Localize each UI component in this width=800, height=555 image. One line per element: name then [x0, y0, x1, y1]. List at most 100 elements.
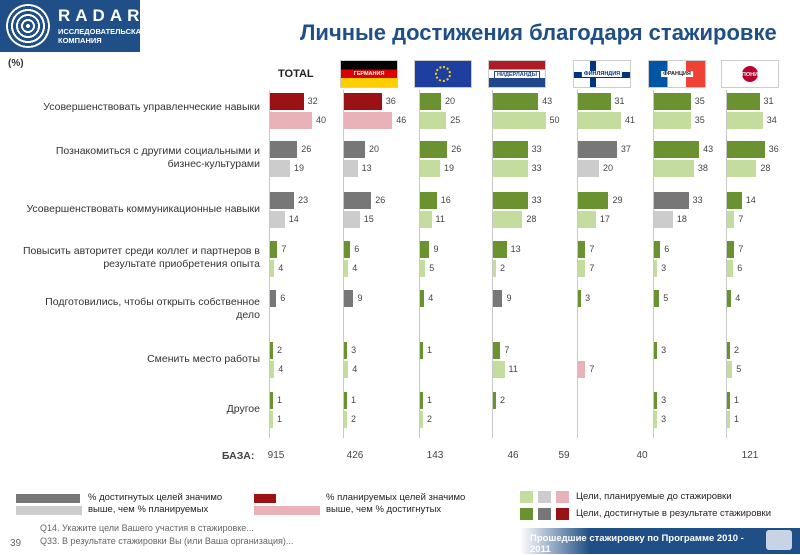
value-label-planned-eu-row2: 11: [435, 214, 445, 224]
bar-planned-fr-row0: [654, 112, 691, 129]
bar-achieved-jp-row0: [727, 93, 760, 110]
bar-planned-eu-row3: [420, 260, 426, 277]
bar-planned-total-row1: [270, 160, 290, 177]
bar-achieved-de-row2: [344, 192, 372, 209]
bar-planned-fi-row2: [578, 211, 596, 228]
bar-achieved-total-row2: [270, 192, 295, 209]
bar-achieved-de-row5: [344, 342, 348, 359]
bar-achieved-jp-row2: [727, 192, 742, 209]
value-label-achieved-jp-row5: 2: [734, 345, 740, 355]
value-label-achieved-fr-row3: 6: [664, 244, 670, 254]
value-label-planned-fi-row5: 7: [589, 364, 595, 374]
bar-planned-fi-row0: [578, 112, 622, 129]
bar-achieved-total-row0: [270, 93, 304, 110]
axis-line-fr: [653, 90, 654, 438]
bar-planned-nl-row2: [493, 211, 523, 228]
germany-flag-icon: ГЕРМАНИЯ: [340, 60, 398, 88]
value-label-planned-de-row2: 15: [363, 214, 374, 224]
base-germany: 426: [346, 450, 364, 461]
bar-achieved-jp-row5: [727, 342, 730, 359]
value-label-achieved-nl-row2: 33: [531, 195, 542, 205]
value-label-achieved-fr-row0: 35: [694, 96, 705, 106]
bar-achieved-total-row3: [270, 241, 278, 258]
bar-achieved-eu-row3: [420, 241, 430, 258]
total-column-header: TOTAL: [278, 68, 314, 80]
value-label-planned-de-row3: 4: [352, 263, 358, 273]
legend-planned-grey: [538, 491, 551, 503]
value-label-achieved-nl-row4: 9: [506, 293, 512, 303]
legend-achieved-grey: [538, 508, 551, 520]
value-label-planned-eu-row3: 5: [429, 263, 435, 273]
legend-achieved-red: [556, 508, 569, 520]
value-label-planned-total-row6: 1: [277, 414, 283, 424]
unit-label: (%): [8, 58, 24, 69]
value-label-achieved-eu-row1: 26: [451, 144, 462, 154]
axis-line-de: [343, 90, 344, 438]
value-label-achieved-eu-row6: 1: [427, 395, 433, 405]
value-label-planned-total-row3: 4: [278, 263, 284, 273]
bar-achieved-eu-row0: [420, 93, 441, 110]
value-label-planned-nl-row0: 50: [549, 115, 560, 125]
bar-achieved-nl-row5: [493, 342, 501, 359]
value-label-planned-eu-row6: 2: [427, 414, 433, 424]
bar-planned-jp-row2: [727, 211, 735, 228]
footer-banner: [520, 528, 800, 554]
bar-achieved-fi-row0: [578, 93, 611, 110]
bar-achieved-jp-row6: [727, 392, 730, 409]
logo-icon: [6, 4, 50, 48]
value-label-planned-de-row5: 4: [352, 364, 358, 374]
bar-planned-eu-row0: [420, 112, 447, 129]
bar-achieved-nl-row4: [493, 290, 503, 307]
bar-planned-jp-row1: [727, 160, 757, 177]
france-flag-label: ФРАНЦИЯ: [661, 71, 693, 77]
value-label-achieved-jp-row2: 14: [745, 195, 756, 205]
legend-red-light-swatch: [254, 506, 320, 515]
bar-planned-de-row3: [344, 260, 349, 277]
legend-planned-text: Цели, планируемые до стажировки: [576, 491, 732, 502]
value-label-planned-fi-row2: 17: [599, 214, 610, 224]
value-label-planned-de-row6: 2: [351, 414, 357, 424]
value-label-achieved-eu-row3: 9: [433, 244, 439, 254]
bar-planned-nl-row0: [493, 112, 546, 129]
bar-achieved-fr-row0: [654, 93, 691, 110]
value-label-planned-fi-row0: 41: [625, 115, 636, 125]
bar-planned-nl-row5: [493, 361, 505, 378]
value-label-planned-jp-row2: 7: [738, 214, 744, 224]
bar-achieved-fi-row1: [578, 141, 617, 158]
logo-subtitle: ИССЛЕДОВАТЕЛЬСКАЯ КОМПАНИЯ: [58, 27, 147, 45]
bar-achieved-nl-row6: [493, 392, 496, 409]
bar-achieved-fr-row6: [654, 392, 658, 409]
bar-achieved-de-row1: [344, 141, 365, 158]
axis-line-eu: [419, 90, 420, 438]
bar-planned-total-row0: [270, 112, 312, 129]
base-france: 40: [636, 450, 648, 461]
bar-achieved-fr-row4: [654, 290, 660, 307]
value-label-achieved-total-row0: 32: [307, 96, 318, 106]
bar-achieved-eu-row5: [420, 342, 423, 359]
bar-planned-fr-row2: [654, 211, 673, 228]
value-label-planned-nl-row3: 2: [500, 263, 506, 273]
bar-achieved-fr-row3: [654, 241, 661, 258]
bar-planned-fr-row6: [654, 411, 658, 428]
value-label-planned-jp-row1: 28: [760, 163, 771, 173]
value-label-achieved-total-row6: 1: [277, 395, 283, 405]
bar-planned-fr-row3: [654, 260, 658, 277]
value-label-planned-fr-row0: 35: [694, 115, 705, 125]
logo: RADAR ИССЛЕДОВАТЕЛЬСКАЯ КОМПАНИЯ: [0, 0, 147, 52]
category-label-6: Другое: [226, 403, 260, 415]
value-label-planned-total-row5: 4: [278, 364, 284, 374]
bar-planned-jp-row5: [727, 361, 733, 378]
value-label-achieved-jp-row3: 7: [738, 244, 744, 254]
value-label-planned-de-row0: 46: [396, 115, 407, 125]
base-eu: 143: [426, 450, 444, 461]
logo-name: RADAR: [58, 6, 145, 25]
bar-planned-fi-row1: [578, 160, 599, 177]
japan-disc-icon: [742, 66, 758, 82]
base-total: 915: [267, 450, 285, 461]
base-netherlands: 46: [507, 450, 519, 461]
eu-stars-icon: [435, 66, 451, 82]
legend-achieved-green: [520, 508, 533, 520]
bar-achieved-fi-row2: [578, 192, 609, 209]
bar-achieved-total-row6: [270, 392, 273, 409]
bar-achieved-nl-row0: [493, 93, 539, 110]
